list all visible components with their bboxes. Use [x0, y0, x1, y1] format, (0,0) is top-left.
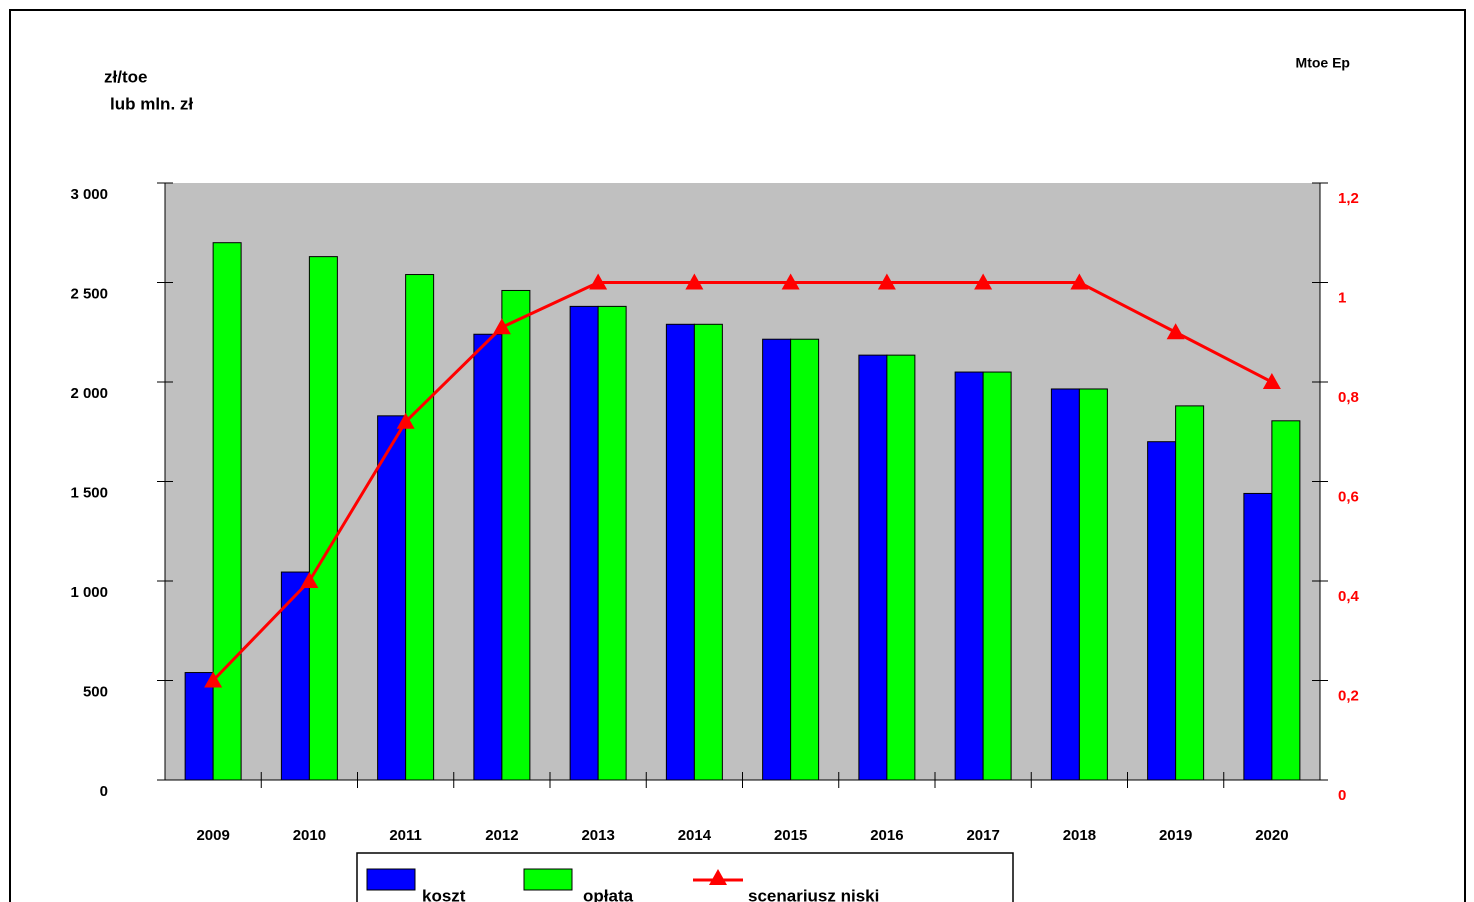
bar	[790, 338, 820, 781]
marker	[492, 318, 511, 335]
bar	[377, 415, 407, 781]
y2-tick-label: 1	[1338, 289, 1346, 306]
x-tick-label: 2014	[678, 827, 712, 844]
x-tick-label: 2015	[774, 827, 807, 844]
line	[212, 281, 1273, 682]
bar	[280, 571, 310, 781]
y2-tick-label: 0	[1338, 787, 1346, 804]
marker	[781, 273, 800, 290]
bar	[1175, 405, 1205, 781]
bar	[308, 256, 338, 781]
marker	[877, 273, 896, 290]
marker	[396, 412, 415, 429]
marker	[1070, 273, 1089, 290]
legend-swatch	[366, 868, 416, 891]
bar	[473, 333, 503, 781]
y-tick-label: 2 500	[70, 285, 108, 302]
marker	[1166, 323, 1185, 340]
bar	[982, 371, 1012, 781]
marker	[1262, 373, 1281, 389]
marker	[685, 273, 704, 290]
bar	[693, 323, 723, 781]
x-tick-label: 2009	[196, 827, 229, 844]
y-tick-label: 1 500	[70, 484, 108, 501]
bar	[954, 371, 984, 781]
y-tick-label: 1 000	[70, 584, 108, 601]
bar	[1050, 388, 1080, 781]
bar	[762, 338, 792, 781]
x-tick-label: 2019	[1159, 827, 1192, 844]
x-tick-label: 2010	[293, 827, 326, 844]
x-tick-label: 2018	[1063, 827, 1096, 844]
y-tick-label: 3 000	[70, 186, 108, 203]
x-tick-label: 2011	[389, 827, 422, 844]
y2-tick-label: 0,2	[1338, 687, 1359, 704]
legend-label: scenariusz niski	[748, 886, 879, 902]
plot-area	[165, 183, 1320, 780]
marker	[204, 671, 223, 688]
y2-axis-title: Mtoe Ep	[1296, 55, 1350, 71]
bar	[501, 289, 531, 781]
bar	[1271, 420, 1301, 781]
bar	[212, 242, 242, 781]
y-tick-label: 2 000	[70, 385, 108, 402]
bar	[665, 323, 695, 781]
bar	[597, 305, 627, 781]
marker	[974, 273, 993, 290]
bar	[184, 672, 214, 781]
marker	[709, 869, 727, 885]
bar	[1243, 492, 1273, 781]
marker	[589, 273, 608, 290]
bar	[569, 305, 599, 781]
x-tick-label: 2017	[966, 827, 999, 844]
y2-tick-label: 0,4	[1338, 588, 1360, 605]
y-tick-label: 0	[100, 783, 108, 800]
legend-swatch	[523, 868, 573, 891]
frame	[9, 9, 1466, 902]
y-axis-title: lub mln. zł	[110, 94, 193, 113]
bar	[886, 354, 916, 781]
x-tick-label: 2020	[1255, 827, 1288, 844]
bar	[1147, 441, 1177, 781]
y2-tick-label: 0,8	[1338, 389, 1359, 406]
legend	[356, 852, 1014, 902]
y-axis-title: zł/toe	[104, 67, 147, 86]
bar	[858, 354, 888, 781]
x-tick-label: 2013	[581, 827, 614, 844]
x-tick-label: 2012	[485, 827, 518, 844]
legend-label: koszt	[422, 886, 466, 902]
x-tick-label: 2016	[870, 827, 903, 844]
y-tick-label: 500	[83, 683, 108, 700]
bar	[1078, 388, 1108, 781]
legend-label: opłata	[583, 886, 634, 902]
y2-tick-label: 1,2	[1338, 190, 1359, 207]
y2-tick-label: 0,6	[1338, 488, 1359, 505]
bar	[405, 274, 435, 781]
marker	[300, 572, 319, 588]
